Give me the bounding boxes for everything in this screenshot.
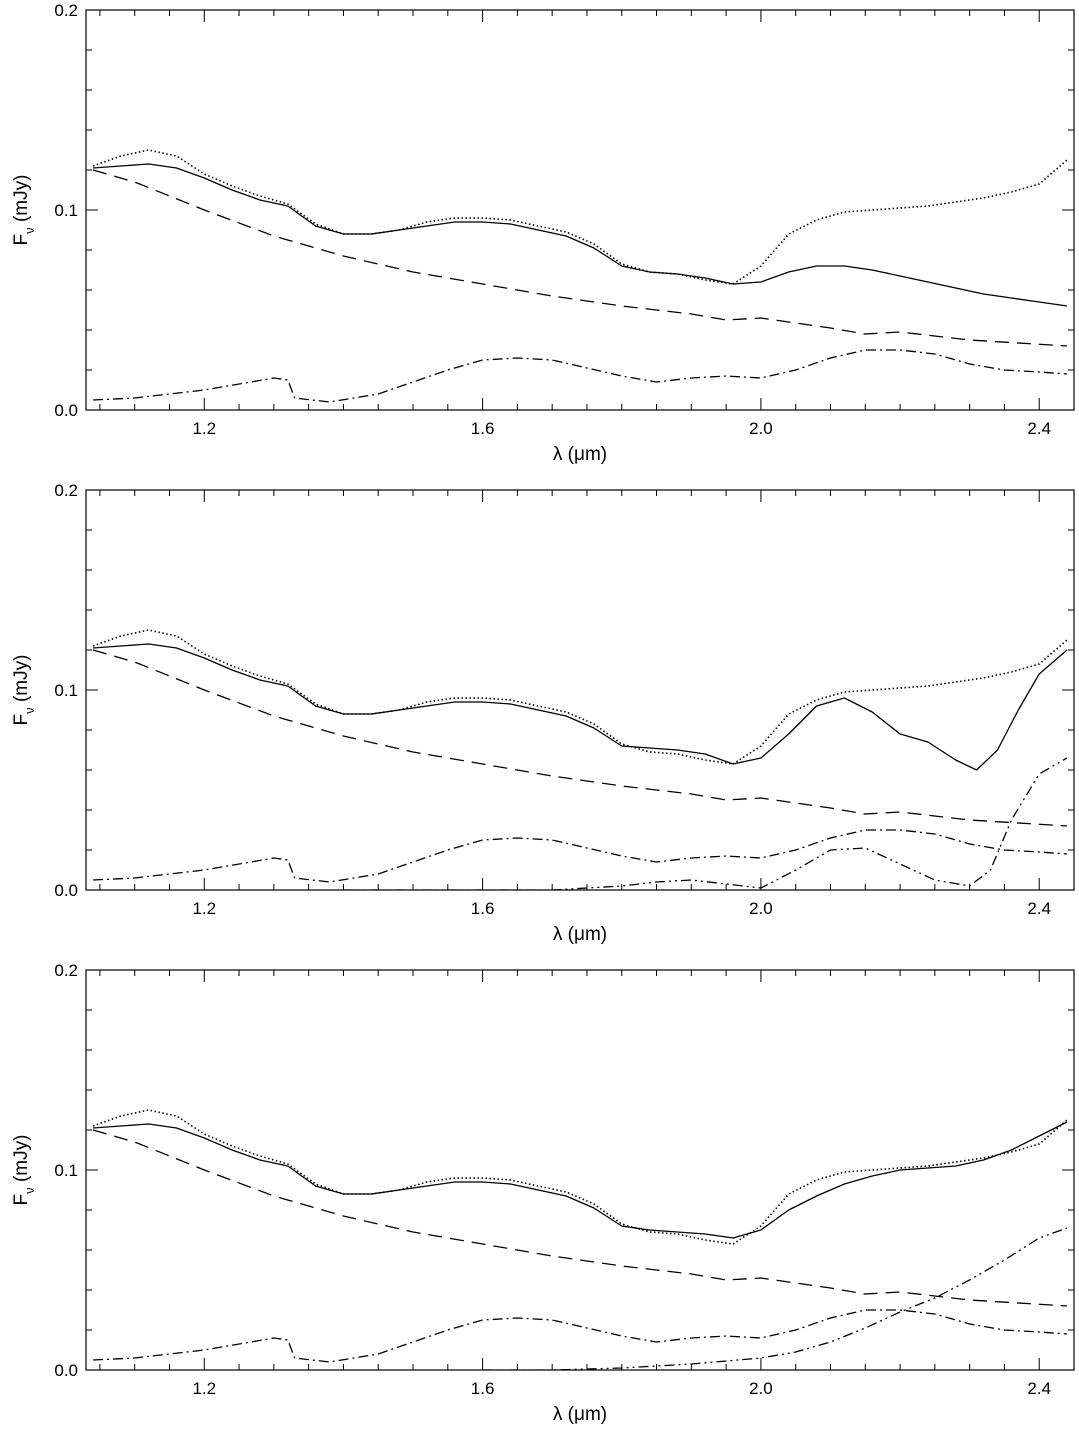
series-line-solid [92,163,1068,307]
x-tick-label: 2.4 [1027,1379,1051,1398]
panel-2: 1.2 1.6 2.0 2.4 0.0 0.1 0.2 λ (μm) Fν (mJy) [11,481,1075,945]
series-group [92,629,1068,890]
series-line-dotted [92,629,1068,765]
x-tick-label: 1.6 [471,419,495,438]
y-tick-label: 0.0 [54,1361,78,1380]
x-axis-label: λ (μm) [553,924,607,945]
y-axis-label: Fν (mJy) [11,1135,37,1206]
series-line-dashdotdot [343,757,1068,890]
y-tick-label: 0.1 [54,201,78,220]
x-axis-label: λ (μm) [553,444,607,465]
y-axis-label: Fν (mJy) [11,655,37,726]
y-tick-label: 0.0 [54,881,78,900]
y-tick-label: 0.1 [54,1161,78,1180]
series-line-dashed [92,649,1068,827]
y-tick-label: 0.2 [54,1,78,20]
series-line-solid [92,643,1068,771]
x-tick-label: 1.2 [192,419,216,438]
series-group [92,149,1068,403]
series-line-dotted [92,149,1068,285]
x-tick-label: 1.2 [192,1379,216,1398]
x-tick-label: 2.0 [749,1379,773,1398]
series-line-dashdot [92,829,1068,883]
x-tick-label: 2.0 [749,419,773,438]
x-tick-label: 2.4 [1027,899,1051,918]
series-group [92,1109,1068,1370]
x-tick-label: 1.6 [471,1379,495,1398]
y-tick-label: 0.0 [54,401,78,420]
series-line-solid [92,1121,1068,1239]
y-axis-label: Fν (mJy) [11,175,37,246]
plot-frame [85,489,1075,891]
panel-3: 1.2 1.6 2.0 2.4 0.0 0.1 0.2 λ (μm) Fν (mJy) [11,961,1075,1425]
x-tick-label: 2.4 [1027,419,1051,438]
x-tick-label: 1.6 [471,899,495,918]
y-tick-label: 0.1 [54,681,78,700]
series-line-dashed [92,1129,1068,1307]
y-tick-label: 0.2 [54,961,78,980]
series-line-dashdotdot [482,1227,1068,1370]
panel-1: 1.2 1.6 2.0 2.4 0.0 0.1 0.2 λ (μm) Fν (mJy) [11,1,1075,465]
series-line-dotted [92,1109,1068,1245]
series-line-dashdot [92,1309,1068,1363]
plot-frame [85,9,1075,411]
x-tick-label: 2.0 [749,899,773,918]
plot-frame [85,969,1075,1371]
x-tick-label: 1.2 [192,899,216,918]
series-line-dashdot [92,349,1068,403]
y-tick-label: 0.2 [54,481,78,500]
series-line-dashed [92,169,1068,347]
x-axis-label: λ (μm) [553,1404,607,1425]
